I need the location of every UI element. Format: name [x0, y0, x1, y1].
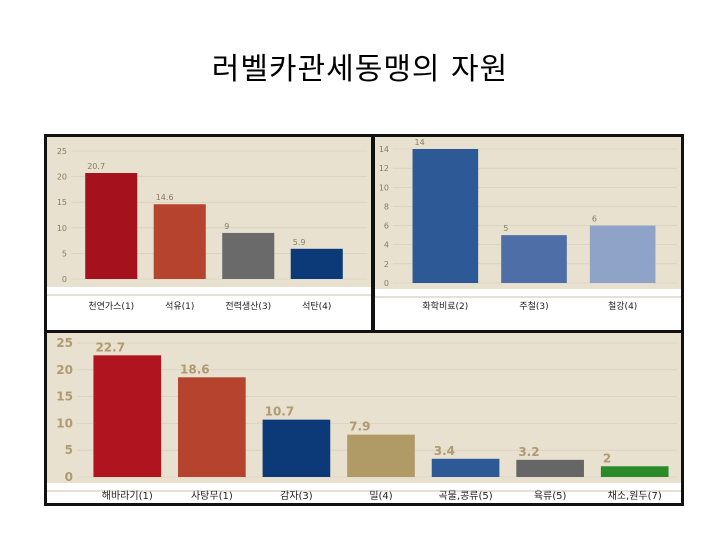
chart-2-bar-5 — [516, 459, 584, 477]
chart-0-category-label: 석탄(4) — [302, 301, 331, 312]
chart-2-bar-1 — [178, 377, 246, 477]
energy-bar-chart: 0 5 10 15 20 25 20.7 천연가스(1) 14.6 석유(1) 9 전력생산(3) 5.… — [47, 137, 371, 331]
chart-0-y-tick-label: 5 — [62, 249, 67, 258]
chart-2-y-tick-label: 5 — [65, 443, 73, 457]
chart-2-value-label: 3.4 — [434, 444, 455, 458]
chart-2-category-label: 감자(3) — [280, 490, 313, 502]
agriculture-bar-chart: 0 5 10 15 20 25 22.7 해바라기(1) 18.6 사탕무(1) 10.7 감자(3)… — [47, 333, 681, 503]
chart-2-y-tick-label: 0 — [65, 470, 73, 484]
chart-2-y-tick-label: 15 — [56, 390, 73, 404]
chart-0-y-tick-label: 0 — [62, 275, 67, 284]
chart-2-bar-3 — [347, 434, 415, 477]
chart-1-y-tick-label: 8 — [384, 202, 389, 211]
chart-1-bar-0 — [412, 149, 479, 283]
chart-1-y-tick-label: 12 — [379, 164, 389, 173]
chart-1-category-label: 주철(3) — [519, 301, 548, 312]
chart-0-bar-2 — [222, 232, 275, 279]
chart-1-category-label: 화학비료(2) — [422, 301, 468, 312]
chart-2-value-label: 7.9 — [349, 420, 370, 434]
chart-0-value-label: 9 — [224, 222, 229, 231]
chart-2-label-strip — [47, 483, 681, 503]
chart-2-category-label: 해바라기(1) — [102, 489, 153, 502]
chart-1-y-tick-label: 0 — [384, 279, 389, 288]
chart-1-category-label: 철강(4) — [608, 301, 637, 312]
energy-chart-panel: 0 5 10 15 20 25 20.7 천연가스(1) 14.6 석유(1) 9 전력생산(3) 5.… — [44, 134, 374, 334]
chart-0-bar-1 — [153, 204, 206, 279]
chart-2-value-label: 2 — [603, 451, 611, 465]
chart-2-value-label: 18.6 — [180, 362, 210, 376]
chart-2-value-label: 3.2 — [518, 445, 539, 459]
chart-0-category-label: 전력생산(3) — [225, 300, 271, 312]
chart-0-value-label: 20.7 — [87, 162, 105, 171]
chart-0-y-tick-label: 20 — [57, 173, 67, 182]
chart-2-value-label: 22.7 — [95, 340, 125, 354]
chart-2-y-tick-label: 25 — [56, 336, 73, 350]
industry-chart-panel: 0 2 4 6 8 10 12 14 14 화학비료(2) 5 주철(3) 6 철강(4) — [372, 134, 684, 334]
chart-1-value-label: 5 — [503, 224, 508, 233]
chart-0-category-label: 천연가스(1) — [88, 301, 134, 312]
slide-title: 러벨카관세동맹의 자원 — [211, 52, 509, 87]
chart-2-category-label: 사탕무(1) — [191, 490, 233, 502]
chart-0-value-label: 5.9 — [293, 238, 306, 247]
chart-2-y-tick-label: 10 — [56, 416, 73, 430]
chart-1-y-tick-label: 4 — [384, 241, 389, 250]
chart-2-category-label: 밀(4) — [369, 490, 392, 502]
chart-1-bar-1 — [501, 235, 567, 283]
chart-2-bar-0 — [93, 355, 162, 477]
chart-0-y-tick-label: 15 — [57, 198, 67, 207]
chart-1-y-tick-label: 10 — [379, 183, 389, 192]
chart-2-bar-2 — [262, 419, 331, 477]
chart-0-bar-3 — [290, 248, 343, 279]
chart-1-y-tick-label: 2 — [384, 260, 389, 269]
chart-2-bar-4 — [431, 458, 500, 477]
chart-0-bar-0 — [85, 173, 138, 279]
chart-2-bar-6 — [600, 466, 669, 477]
agriculture-chart-panel: 0 5 10 15 20 25 22.7 해바라기(1) 18.6 사탕무(1) 10.7 감자(3)… — [44, 330, 684, 506]
chart-2-value-label: 10.7 — [265, 405, 295, 419]
chart-0-category-label: 석유(1) — [165, 301, 194, 312]
industry-bar-chart: 0 2 4 6 8 10 12 14 14 화학비료(2) 5 주철(3) 6 철강(4) — [375, 137, 681, 331]
chart-0-value-label: 14.6 — [156, 193, 174, 202]
chart-0-label-strip — [47, 287, 371, 331]
chart-0-y-tick-label: 25 — [57, 147, 67, 156]
chart-2-y-tick-label: 20 — [56, 363, 73, 377]
chart-1-y-tick-label: 6 — [384, 222, 389, 231]
chart-0-y-tick-label: 10 — [57, 224, 67, 233]
chart-1-value-label: 14 — [415, 138, 425, 147]
chart-2-category-label: 육류(5) — [534, 490, 567, 502]
chart-2-category-label: 채소,원두(7) — [608, 490, 662, 502]
chart-1-label-strip — [375, 289, 681, 331]
chart-1-y-tick-label: 14 — [379, 145, 389, 154]
chart-2-category-label: 곡물,콩류(5) — [438, 490, 492, 502]
chart-1-bar-2 — [589, 225, 656, 283]
chart-1-value-label: 6 — [592, 215, 597, 224]
